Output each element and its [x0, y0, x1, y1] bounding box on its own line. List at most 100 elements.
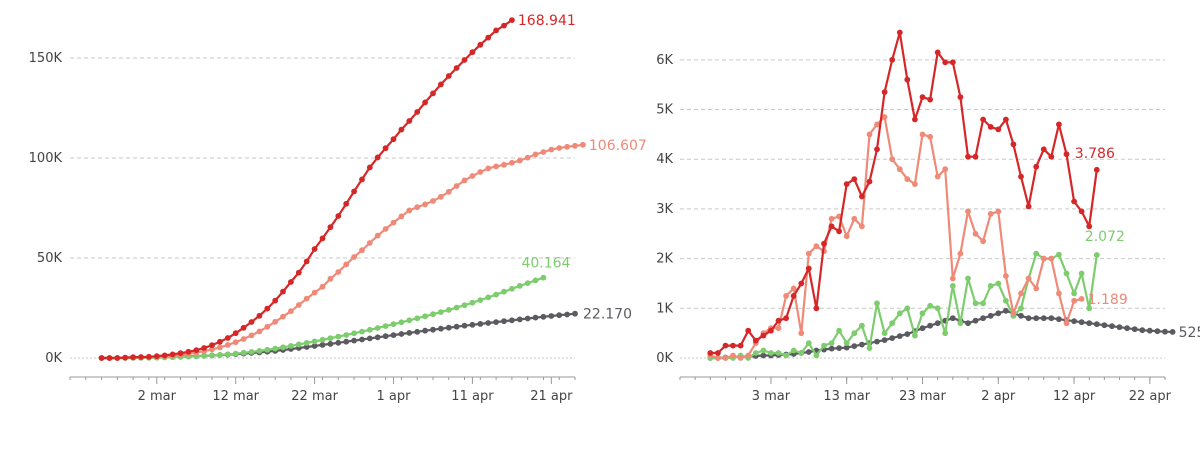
data-point — [303, 295, 310, 302]
data-point — [919, 310, 926, 317]
data-point — [881, 330, 888, 337]
data-point — [980, 300, 986, 307]
data-point — [374, 154, 381, 161]
series-line-red — [101, 19, 513, 360]
data-point — [390, 136, 397, 143]
data-point — [501, 288, 507, 295]
data-point — [477, 321, 484, 327]
y-tick-label: 2K — [656, 252, 673, 267]
data-point — [406, 207, 413, 214]
data-point — [477, 297, 484, 303]
data-point — [303, 344, 310, 350]
data-point — [972, 300, 979, 307]
data-point — [1086, 320, 1093, 327]
x-tick-label: 12 apr — [1053, 389, 1096, 404]
data-point — [485, 320, 492, 326]
data-point — [866, 131, 873, 138]
data-point — [912, 332, 918, 339]
data-point — [995, 280, 1002, 287]
data-point — [288, 343, 294, 349]
data-point — [775, 325, 782, 332]
data-point — [422, 327, 428, 334]
data-point — [501, 161, 507, 168]
data-point — [760, 347, 767, 354]
data-point — [942, 330, 949, 337]
data-point — [745, 352, 752, 359]
x-tick-label: 23 mar — [899, 389, 946, 404]
data-point — [351, 330, 357, 337]
data-point — [256, 312, 263, 319]
data-point — [1071, 198, 1077, 205]
data-point — [851, 176, 858, 183]
data-point — [972, 153, 979, 160]
data-point — [790, 285, 797, 292]
data-point — [335, 213, 342, 219]
data-point — [422, 99, 428, 106]
series-green: 40.164 — [98, 256, 571, 361]
data-point — [359, 247, 365, 254]
data-point — [934, 49, 941, 56]
end-value-label: 22.170 — [583, 307, 632, 323]
data-point — [501, 318, 507, 325]
data-point — [572, 142, 578, 149]
data-point — [821, 342, 827, 349]
data-point — [1018, 312, 1024, 319]
data-point — [1071, 290, 1077, 297]
data-point — [1048, 315, 1055, 322]
data-point — [359, 176, 365, 183]
data-point — [343, 332, 350, 338]
series-line-red — [710, 31, 1098, 355]
data-point — [805, 265, 812, 272]
data-point — [1033, 163, 1040, 170]
data-point — [232, 350, 239, 357]
data-point — [114, 355, 121, 361]
data-point — [934, 173, 941, 180]
x-tick-label: 13 mar — [823, 389, 870, 404]
data-point — [477, 169, 484, 175]
data-point — [264, 323, 271, 330]
data-point — [783, 352, 789, 359]
data-point — [461, 322, 468, 329]
data-point — [485, 34, 492, 41]
y-tick-label: 6K — [656, 53, 673, 68]
data-point — [896, 310, 903, 317]
data-point — [335, 333, 342, 340]
data-point — [122, 354, 129, 361]
data-point — [351, 337, 357, 344]
data-point — [201, 353, 208, 359]
data-point — [351, 188, 357, 195]
data-point — [524, 280, 531, 286]
data-point — [881, 114, 888, 120]
data-point — [106, 355, 113, 361]
data-point — [836, 228, 842, 235]
data-point — [193, 347, 200, 354]
data-point — [493, 291, 499, 298]
data-point — [1040, 315, 1047, 322]
data-point — [737, 342, 744, 349]
data-point — [1078, 296, 1085, 302]
data-point — [224, 335, 231, 341]
data-point — [509, 317, 515, 324]
data-point — [532, 151, 539, 158]
data-point — [957, 320, 964, 327]
data-point — [919, 94, 926, 100]
data-point — [1056, 121, 1062, 128]
data-point — [548, 146, 555, 153]
x-tick-label: 1 apr — [377, 389, 412, 404]
data-point — [1086, 223, 1093, 230]
data-point — [414, 109, 421, 115]
data-point — [374, 232, 381, 239]
data-point — [1086, 305, 1093, 312]
data-point — [828, 345, 835, 352]
x-tick-label: 22 apr — [1129, 389, 1172, 404]
data-point — [805, 250, 812, 257]
data-point — [843, 340, 850, 346]
data-point — [256, 348, 263, 354]
data-point — [335, 269, 342, 275]
data-point — [1040, 255, 1047, 262]
data-point — [889, 335, 896, 341]
data-point — [1078, 270, 1085, 277]
data-point — [556, 312, 563, 319]
data-point — [949, 59, 956, 66]
